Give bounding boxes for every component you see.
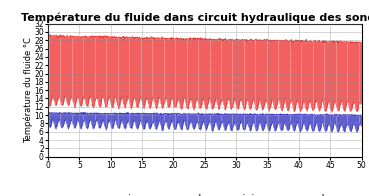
Title: Température du fluide dans circuit hydraulique des sondes: Température du fluide dans circuit hydra… — [21, 12, 369, 23]
Legend: maximum mensuel, minimum mensuel: maximum mensuel, minimum mensuel — [81, 190, 329, 196]
Y-axis label: Température du fluide °C: Température du fluide °C — [23, 37, 33, 143]
